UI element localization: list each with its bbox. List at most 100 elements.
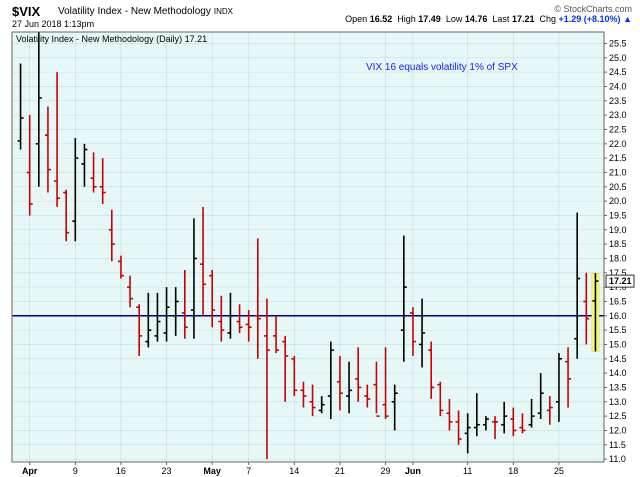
ticker-description: Volatility Index - New Methodology INDX xyxy=(58,6,233,17)
ohlc-bar xyxy=(35,32,42,187)
y-tick-label: 25.5 xyxy=(609,38,627,48)
ohlc-bar xyxy=(218,295,225,342)
ohlc-bar xyxy=(99,158,106,204)
ohlc-bar xyxy=(519,413,526,434)
y-tick-label: 21.5 xyxy=(609,153,627,163)
ohlc-bar xyxy=(263,298,270,460)
ohlc-bar xyxy=(592,273,599,352)
ohlc-bar xyxy=(492,416,499,440)
ohlc-bar xyxy=(336,355,343,411)
ohlc-bar xyxy=(574,212,581,359)
ohlc-bar xyxy=(291,355,298,397)
ohlc-bar xyxy=(346,361,353,414)
y-tick-label: 24.0 xyxy=(609,81,627,91)
ohlc-bar xyxy=(583,272,590,345)
ohlc-bar xyxy=(136,304,143,356)
chg-label: Chg xyxy=(539,14,556,24)
copyright: © StockCharts.com xyxy=(554,4,632,14)
ohlc-bar xyxy=(537,373,544,419)
x-tick-label: 11 xyxy=(463,466,472,476)
x-tick-label: Apr xyxy=(22,466,38,476)
x-tick-label: 9 xyxy=(73,466,78,476)
x-tick-label: 23 xyxy=(162,466,172,476)
y-tick-label: 19.5 xyxy=(609,210,627,220)
x-tick-label: 16 xyxy=(116,466,126,476)
ohlc-bar xyxy=(26,115,33,216)
ohlc-bar xyxy=(81,143,88,187)
y-tick-label: 14.0 xyxy=(609,368,627,378)
ohlc-bar xyxy=(400,235,407,362)
ohlc-summary: Open 16.52 High 17.49 Low 14.76 Last 17.… xyxy=(345,14,632,24)
ohlc-bar xyxy=(555,353,562,422)
ohlc-bar xyxy=(373,361,380,417)
ohlc-bar xyxy=(282,335,289,402)
ohlc-bar xyxy=(236,304,243,333)
y-tick-label: 18.0 xyxy=(609,253,627,263)
price-bars xyxy=(17,32,600,460)
y-tick-label: 17.5 xyxy=(609,268,627,278)
ticker-exchange: INDX xyxy=(213,7,233,16)
y-tick-label: 23.5 xyxy=(609,96,627,106)
x-tick-label: 29 xyxy=(381,466,391,476)
ohlc-bar xyxy=(464,413,471,454)
ohlc-bar xyxy=(391,384,398,431)
ohlc-bar xyxy=(181,269,188,339)
ohlc-bar xyxy=(309,384,316,417)
y-tick-label: 21.0 xyxy=(609,167,627,177)
ticker-name: Volatility Index - New Methodology xyxy=(58,6,211,17)
chart-date: 27 Jun 2018 1:13pm xyxy=(12,19,95,29)
ohlc-bar xyxy=(546,396,553,425)
ohlc-bar xyxy=(364,384,371,408)
ohlc-bar xyxy=(117,255,124,279)
y-tick-label: 22.5 xyxy=(609,124,627,134)
ohlc-bar xyxy=(355,347,362,402)
y-tick-label: 18.5 xyxy=(609,239,627,249)
y-tick-label: 20.0 xyxy=(609,196,627,206)
ohlc-bar xyxy=(565,347,572,408)
last-price-box xyxy=(605,274,635,288)
y-tick-label: 19.0 xyxy=(609,225,627,235)
chart-legend: Volatility Index - New Methodology (Dail… xyxy=(16,34,207,44)
ohlc-bar xyxy=(227,292,234,339)
ohlc-bar xyxy=(154,292,161,342)
ohlc-bar xyxy=(17,63,24,150)
ohlc-bar xyxy=(419,298,426,368)
ohlc-bar xyxy=(501,401,508,434)
ohlc-bar xyxy=(54,72,61,207)
ohlc-bar xyxy=(254,238,261,359)
x-tick-label: 18 xyxy=(508,466,518,476)
y-tick-label: 11.0 xyxy=(609,454,626,464)
ohlc-bar xyxy=(90,152,97,193)
ohlc-bar xyxy=(145,292,152,348)
x-tick-label: 7 xyxy=(246,466,251,476)
low-value: 14.76 xyxy=(464,14,488,24)
ohlc-bar xyxy=(528,398,535,428)
plot-area xyxy=(12,32,604,462)
ohlc-bar xyxy=(63,189,70,242)
ohlc-bar xyxy=(318,396,325,414)
y-tick-label: 12.0 xyxy=(609,425,627,435)
ohlc-bar xyxy=(209,269,216,328)
ohlc-bar xyxy=(163,287,170,342)
ohlc-bar xyxy=(446,398,453,431)
last-value: 17.21 xyxy=(511,14,535,24)
y-tick-label: 14.5 xyxy=(609,354,627,364)
ohlc-bar xyxy=(300,381,307,408)
chg-value: +1.29 (+8.10%) xyxy=(558,14,621,24)
ohlc-bar xyxy=(327,341,334,419)
y-tick-label: 11.5 xyxy=(609,440,626,450)
ohlc-bar xyxy=(72,138,79,242)
ohlc-bar xyxy=(245,310,252,342)
ohlc-bar xyxy=(510,407,517,437)
y-tick-label: 16.5 xyxy=(609,296,627,306)
last-price-label: 17.21 xyxy=(609,276,632,286)
y-tick-label: 20.5 xyxy=(609,182,627,192)
high-label: High xyxy=(397,14,416,24)
ohlc-bar xyxy=(382,347,389,419)
x-tick-label: 25 xyxy=(554,466,564,476)
x-axis: Apr 9 16 23 May 7 14 21 29 Jun 11 18 25 xyxy=(22,462,564,476)
ohlc-bar xyxy=(190,218,197,339)
ohlc-bar xyxy=(409,307,416,356)
y-tick-label: 23.0 xyxy=(609,110,627,120)
ohlc-bar xyxy=(473,393,480,437)
